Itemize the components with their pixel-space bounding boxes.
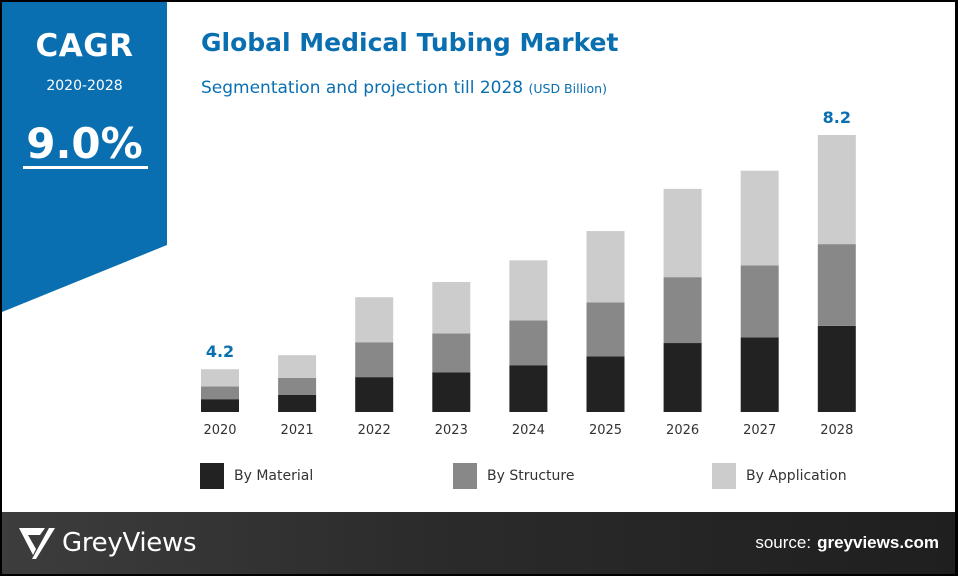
bar-segment-by-material-2021 bbox=[278, 394, 317, 412]
x-tick-label-2022: 2022 bbox=[358, 423, 391, 438]
source-link[interactable]: greyviews.com bbox=[817, 533, 939, 552]
source-credit: source: greyviews.com bbox=[755, 533, 939, 553]
greyviews-logo-icon bbox=[19, 528, 55, 559]
x-tick-label-2020: 2020 bbox=[203, 423, 236, 438]
bar-segment-by-application-2024 bbox=[509, 260, 548, 321]
bar-segment-by-structure-2020 bbox=[201, 386, 239, 400]
legend-item-material: By Material bbox=[200, 463, 313, 489]
bar-segment-by-application-2028 bbox=[817, 135, 856, 245]
stacked-bar-chart: 2020 4.2 2021 2022 2023 2024 2025 2026 2027 2028 8… bbox=[201, 108, 856, 438]
x-tick-label-2026: 2026 bbox=[666, 423, 699, 438]
bar-segment-by-application-2022 bbox=[355, 297, 394, 343]
legend-swatch-application bbox=[712, 463, 736, 489]
legend-swatch-structure bbox=[453, 463, 477, 489]
bar-segment-by-structure-2024 bbox=[509, 320, 548, 366]
x-tick-label-2021: 2021 bbox=[281, 423, 314, 438]
bar-segment-by-application-2023 bbox=[432, 281, 471, 334]
legend-label-application: By Application bbox=[746, 468, 847, 484]
bar-segment-by-material-2027 bbox=[740, 337, 779, 412]
cagr-underline bbox=[23, 166, 148, 169]
x-tick-label-2025: 2025 bbox=[589, 423, 622, 438]
chart-title: Global Medical Tubing Market bbox=[201, 28, 619, 57]
total-label-2028: 8.2 bbox=[823, 108, 851, 127]
legend-swatch-material bbox=[200, 463, 224, 489]
total-label-2020: 4.2 bbox=[206, 342, 234, 361]
bar-segment-by-application-2020 bbox=[201, 369, 239, 387]
bar-segment-by-structure-2027 bbox=[740, 265, 779, 338]
bar-segment-by-structure-2025 bbox=[586, 302, 625, 357]
greyviews-logo: GreyViews bbox=[18, 525, 197, 561]
x-tick-label-2028: 2028 bbox=[820, 423, 853, 438]
bar-segment-by-structure-2026 bbox=[663, 277, 702, 344]
bar-segment-by-application-2025 bbox=[586, 231, 625, 303]
subtitle-text: Segmentation and projection till 2028 bbox=[201, 78, 524, 98]
bar-segment-by-material-2022 bbox=[355, 377, 394, 412]
x-tick-label-2027: 2027 bbox=[743, 423, 776, 438]
bar-segment-by-material-2028 bbox=[817, 325, 856, 412]
footer-bar: GreyViews source: greyviews.com bbox=[2, 512, 955, 574]
x-tick-label-2023: 2023 bbox=[435, 423, 468, 438]
brand-name: GreyViews bbox=[62, 528, 197, 558]
source-label: source: bbox=[755, 533, 812, 552]
bar-segment-by-material-2020 bbox=[201, 399, 239, 412]
bar-segment-by-structure-2023 bbox=[432, 333, 471, 373]
bar-segment-by-application-2026 bbox=[663, 188, 702, 278]
subtitle-unit: (USD Billion) bbox=[528, 81, 607, 96]
bar-segment-by-material-2024 bbox=[509, 365, 548, 412]
cagr-period: 2020-2028 bbox=[46, 78, 123, 94]
chart-subtitle: Segmentation and projection till 2028 (U… bbox=[201, 78, 607, 98]
legend-item-structure: By Structure bbox=[453, 463, 574, 489]
bar-segment-by-structure-2021 bbox=[278, 377, 317, 395]
legend-item-application: By Application bbox=[712, 463, 847, 489]
cagr-banner-shape bbox=[2, 2, 167, 312]
cagr-banner: CAGR 2020-2028 9.0% bbox=[2, 2, 167, 312]
bar-segment-by-application-2021 bbox=[278, 355, 317, 378]
x-tick-label-2024: 2024 bbox=[512, 423, 545, 438]
bar-segment-by-material-2023 bbox=[432, 372, 471, 412]
cagr-label: CAGR bbox=[35, 28, 134, 64]
legend-label-structure: By Structure bbox=[487, 468, 575, 484]
bar-segment-by-material-2025 bbox=[586, 356, 625, 412]
cagr-value: 9.0% bbox=[26, 119, 143, 168]
bar-segment-by-structure-2028 bbox=[817, 244, 856, 326]
bar-segment-by-material-2026 bbox=[663, 343, 702, 412]
bar-segment-by-structure-2022 bbox=[355, 342, 394, 378]
legend-label-material: By Material bbox=[234, 468, 314, 484]
bar-segment-by-application-2027 bbox=[740, 170, 779, 266]
